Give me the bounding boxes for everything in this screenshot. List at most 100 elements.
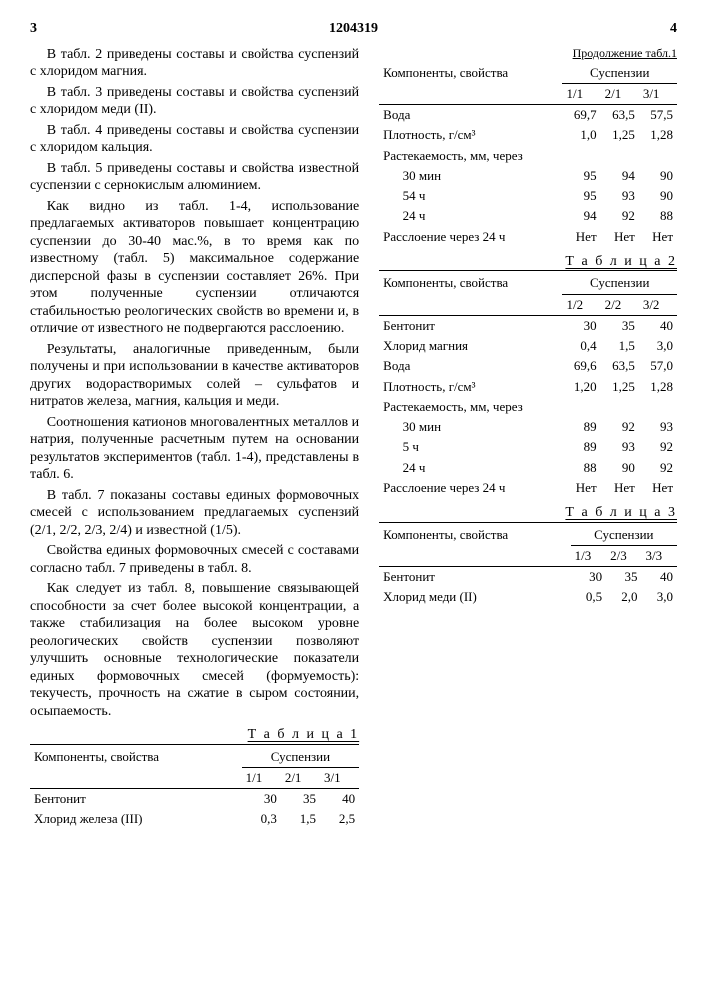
cell: 30	[562, 315, 600, 336]
cell	[639, 146, 677, 166]
table-1-cont: Компоненты, свойства Суспензии 1/1 2/1 3…	[379, 63, 677, 247]
cell: 93	[601, 186, 639, 206]
col-header: 2/1	[601, 83, 639, 104]
cell: 88	[639, 206, 677, 226]
row-label: Вода	[379, 105, 562, 126]
page-left-num: 3	[30, 20, 37, 38]
table-head-components: Компоненты, свойства	[30, 747, 242, 789]
row-label: Хлорид меди (II)	[379, 587, 570, 607]
cell: 3,0	[639, 336, 677, 356]
page-right-num: 4	[670, 20, 677, 38]
table-1: Компоненты, свойства Суспензии 1/1 2/1 3…	[30, 747, 359, 830]
row-label: Расслоение через 24 ч	[379, 478, 562, 498]
col-header: 3/1	[639, 83, 677, 104]
row-label: Плотность, г/см³	[379, 125, 562, 145]
table-head-suspensions: Суспензии	[562, 63, 677, 84]
cell: 93	[601, 437, 639, 457]
cell: 92	[639, 437, 677, 457]
row-label: 30 мин	[379, 166, 562, 186]
cell: 57,0	[639, 356, 677, 376]
table-1-cont-title: Продолжение табл.1	[379, 46, 677, 61]
table-head-suspensions: Суспензии	[562, 273, 677, 294]
page-header: 3 1204319 4	[30, 20, 677, 38]
cell: 90	[639, 186, 677, 206]
row-label: Растекаемость, мм, через	[379, 146, 562, 166]
cell: 2,0	[606, 587, 641, 607]
cell: 1,5	[601, 336, 639, 356]
paragraph: В табл. 4 приведены составы и свойства с…	[30, 122, 359, 157]
row-label: Растекаемость, мм, через	[379, 397, 562, 417]
cell: 93	[639, 417, 677, 437]
table-1-title: Т а б л и ц а 1	[30, 726, 359, 745]
paragraph: Соотношения катионов многовалентных мета…	[30, 414, 359, 484]
cell: 35	[281, 789, 320, 810]
col-header: 3/3	[642, 545, 677, 566]
paragraph: Результаты, аналогичные приведенным, был…	[30, 341, 359, 411]
table-head-suspensions: Суспензии	[242, 747, 360, 768]
cell: Нет	[562, 478, 600, 498]
cell: 1,25	[601, 377, 639, 397]
cell: 40	[642, 567, 677, 588]
paragraph: В табл. 2 приведены составы и свойства с…	[30, 46, 359, 81]
cell: Нет	[639, 227, 677, 247]
table-3: Компоненты, свойства Суспензии 1/3 2/3 3…	[379, 525, 677, 608]
row-label: Хлорид железа (III)	[30, 809, 242, 829]
content-columns: В табл. 2 приведены составы и свойства с…	[30, 46, 677, 830]
cell: 63,5	[601, 356, 639, 376]
cell	[639, 397, 677, 417]
row-label: Бентонит	[30, 789, 242, 810]
col-header: 1/3	[571, 545, 606, 566]
cell: 69,6	[562, 356, 600, 376]
table-head-components: Компоненты, свойства	[379, 273, 562, 315]
cell: 30	[571, 567, 606, 588]
row-label: Расслоение через 24 ч	[379, 227, 562, 247]
table-head-components: Компоненты, свойства	[379, 525, 570, 567]
cell: 90	[639, 166, 677, 186]
cell: 2,5	[320, 809, 359, 829]
paragraph: В табл. 7 показаны составы единых формов…	[30, 487, 359, 540]
cell: Нет	[639, 478, 677, 498]
right-column: Продолжение табл.1 Компоненты, свойства …	[379, 46, 677, 830]
cell: 95	[562, 186, 600, 206]
cell: 1,20	[562, 377, 600, 397]
cell: 88	[562, 458, 600, 478]
table-3-title: Т а б л и ц а 3	[379, 504, 677, 523]
cell: 35	[606, 567, 641, 588]
cell: Нет	[601, 478, 639, 498]
cell	[601, 397, 639, 417]
cell: 0,4	[562, 336, 600, 356]
cell: Нет	[601, 227, 639, 247]
cell: 90	[601, 458, 639, 478]
cell: 1,28	[639, 377, 677, 397]
patent-number: 1204319	[329, 20, 378, 38]
col-header: 2/3	[606, 545, 641, 566]
cell: 69,7	[562, 105, 600, 126]
cell: 30	[242, 789, 281, 810]
col-header: 2/2	[601, 294, 639, 315]
paragraph: Как следует из табл. 8, повышение связыв…	[30, 580, 359, 720]
col-header: 3/2	[639, 294, 677, 315]
cell: 0,3	[242, 809, 281, 829]
cell	[562, 397, 600, 417]
col-header: 1/1	[242, 767, 281, 788]
table-head-suspensions: Суспензии	[571, 525, 677, 546]
col-header: 3/1	[320, 767, 359, 788]
cell: 95	[562, 166, 600, 186]
cell: 40	[639, 315, 677, 336]
table-2-title: Т а б л и ц а 2	[379, 253, 677, 272]
row-label: Бентонит	[379, 567, 570, 588]
cell: 1,0	[562, 125, 600, 145]
cell: 1,25	[601, 125, 639, 145]
col-header: 2/1	[281, 767, 320, 788]
row-label: 24 ч	[379, 458, 562, 478]
cell: 3,0	[642, 587, 677, 607]
cell: 89	[562, 437, 600, 457]
cell: 35	[601, 315, 639, 336]
paragraph: Как видно из табл. 1-4, использование пр…	[30, 198, 359, 338]
cell: Нет	[562, 227, 600, 247]
row-label: Плотность, г/см³	[379, 377, 562, 397]
cell: 94	[562, 206, 600, 226]
row-label: Вода	[379, 356, 562, 376]
cell: 92	[639, 458, 677, 478]
col-header: 1/2	[562, 294, 600, 315]
